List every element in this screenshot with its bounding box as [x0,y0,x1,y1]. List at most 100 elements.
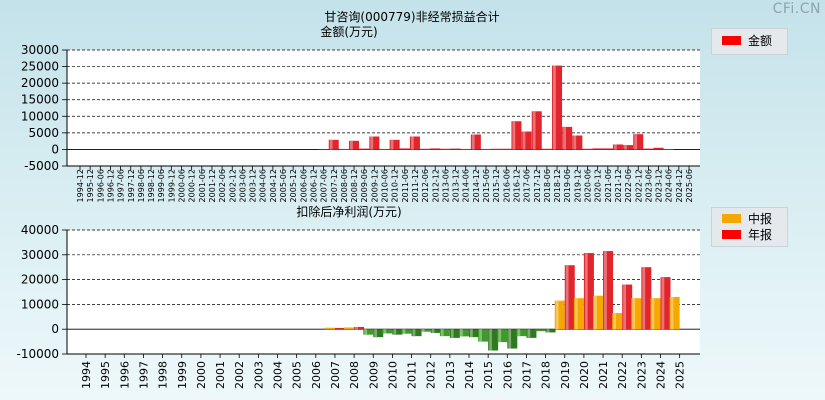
x-tick-label: 1996-12 [106,169,115,202]
bar-amount [409,136,420,150]
legend-swatch-annual [722,229,741,239]
bottom-chart: 扣除后净利润(万元) 40000 30000 20000 10000 0 -10000 1… [16,204,700,389]
bar-annual-highlight [661,277,665,330]
bar-annual [488,329,499,351]
y-tick-label: -10000 [16,347,59,361]
x-tick-label: 2014 [463,361,476,389]
x-tick-label: 2011-12 [411,169,420,202]
x-tick-label: 1994 [80,361,93,389]
bar-amount [318,149,329,151]
y-tick-label: 10000 [21,297,59,311]
bar-amount-highlight [390,139,394,150]
bar-interim-highlight [632,298,636,330]
bar-amount [582,148,593,150]
x-tick-label: 2008-06 [340,169,349,202]
bar-amount [552,65,563,150]
y-tick-label: 30000 [21,43,59,57]
bottom-legend-item-interim: 中报 [712,210,787,226]
bar-annual-highlight [374,329,378,338]
bar-interim [573,298,584,330]
bar-annual [411,329,422,337]
bar-annual-highlight [450,329,454,338]
bar-annual-highlight [431,329,435,333]
y-tick-label: 20000 [21,76,59,90]
x-tick-label: 2020-12 [594,169,603,202]
bar-interim [459,329,469,337]
x-tick-label: 2025 [674,361,687,389]
y-tick-label: 0 [51,142,59,156]
bar-interim [612,313,623,330]
bar-amount [663,149,674,150]
bottom-legend: 中报 年报 [711,207,788,247]
bar-amount [450,148,461,150]
bar-annual-highlight [355,326,358,330]
x-tick-label: 2018-12 [553,169,562,202]
x-tick-label: 2021-12 [614,169,623,202]
y-tick-label: 10000 [21,109,59,123]
x-tick-label: 2001-12 [208,169,217,202]
top-legend: 金额 [711,28,788,55]
bar-annual [660,277,671,330]
bar-annual [469,329,479,338]
x-tick-label: 2022 [616,361,629,389]
bar-annual-highlight [412,329,416,337]
x-tick-label: 2004-06 [259,169,268,202]
bar-interim [324,327,335,330]
x-tick-label: 2006-12 [309,169,318,202]
y-tick-label: 5000 [28,126,59,140]
bar-amount-highlight [573,135,577,150]
x-tick-label: 2010 [386,361,399,389]
bar-annual-highlight [546,329,550,333]
x-tick-label: 2012-06 [421,169,430,202]
bar-annual [430,329,441,333]
x-tick-label: 2004 [272,361,285,389]
bar-interim-highlight [402,329,406,334]
y-tick-label: 20000 [21,273,59,287]
bar-annual [603,251,614,330]
y-tick-label: 30000 [21,248,59,262]
bar-annual-highlight [565,265,569,330]
bar-annual-highlight [604,251,607,330]
bar-amount [430,148,441,150]
bar-interim [439,329,450,337]
x-tick-label: 2015 [482,361,495,389]
x-tick-label: 2013-06 [441,169,450,202]
bar-interim [535,329,546,332]
bar-amount-highlight [613,144,617,150]
x-tick-label: 2014-12 [472,169,481,202]
bar-amount [328,139,339,150]
y-tick-label: -5000 [24,159,59,173]
x-tick-label: 2025-06 [685,169,694,202]
bar-amount [460,148,471,150]
x-tick-label: 2021-06 [604,169,613,202]
legend-swatch-interim [722,213,741,223]
bar-interim-highlight [460,329,463,337]
bar-amount-highlight [624,145,627,150]
y-tick-label: 15000 [21,93,59,107]
x-tick-label: 2020-06 [584,169,593,202]
bar-amount [491,148,502,150]
x-tick-label: 2016-12 [512,169,521,202]
bar-interim-highlight [613,313,616,330]
x-tick-label: 2023 [635,361,648,389]
x-tick-label: 2023-12 [655,169,664,202]
bar-interim [344,327,355,330]
bar-annual [507,329,518,349]
bar-interim [497,329,508,343]
bar-annual-highlight [393,329,397,335]
bar-interim-highlight [479,329,482,342]
x-tick-label: 2001 [214,361,227,389]
bar-amount [511,121,522,150]
top-plot-area [67,50,700,166]
x-tick-label: 2020 [578,361,591,389]
x-tick-label: 2000 [195,361,208,389]
bar-amount-highlight [512,121,516,150]
x-tick-label: 2017 [520,361,533,389]
bar-interim [382,329,393,334]
bar-amount [643,148,654,150]
bar-interim-highlight [421,329,425,332]
top-chart: 甘咨询(000779)非经常损益合计 金额(万元) 30000 25000 2000… [21,9,700,202]
bar-annual [622,284,633,330]
bar-amount [420,148,431,150]
bar-interim-highlight [670,296,674,330]
